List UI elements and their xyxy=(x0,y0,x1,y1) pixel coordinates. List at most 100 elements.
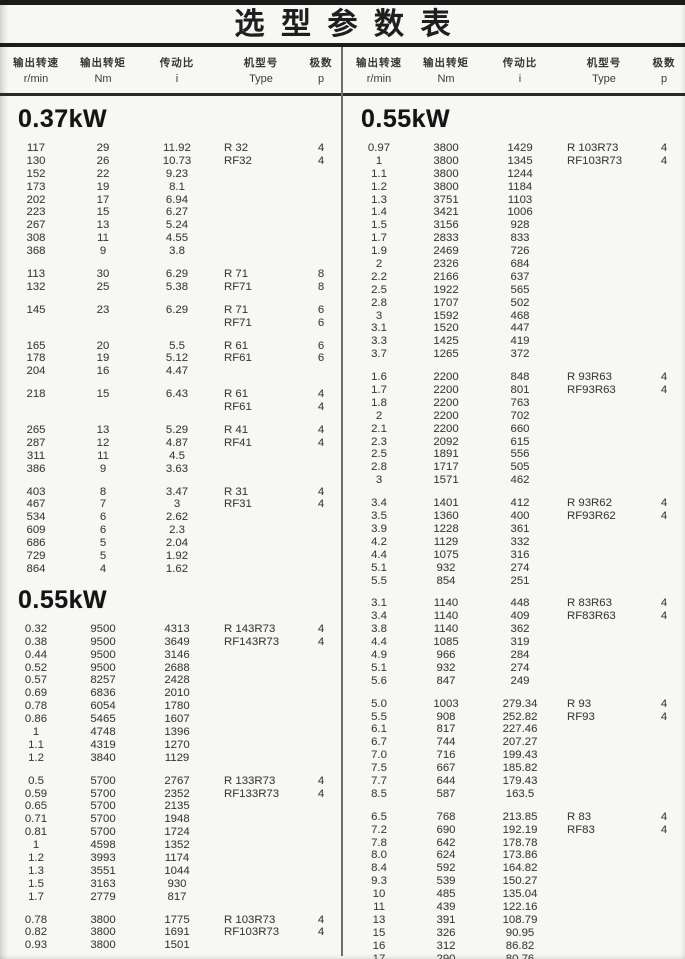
torque-cell: 667 xyxy=(436,762,456,775)
speed-cell: 1 xyxy=(32,725,40,738)
poles-cell xyxy=(649,206,679,219)
ratio-cell: 1.62 xyxy=(165,562,189,575)
speed-cell: 5.6 xyxy=(371,674,387,687)
table-row: 1.1 4319 1270 xyxy=(4,739,341,752)
table-row: 0.44 9500 3146 xyxy=(4,649,341,662)
speed-cell: 7.0 xyxy=(371,749,387,762)
speed-cell: 3.4 xyxy=(371,497,387,510)
torque-cell: 9500 xyxy=(90,622,116,635)
table-row: 2 2326 684 xyxy=(347,258,685,271)
column-unit: Type xyxy=(249,73,273,85)
table-row: 3 1592 468 xyxy=(347,310,685,323)
type-cell: RF61 xyxy=(224,352,252,365)
torque-cell: 1707 xyxy=(433,296,459,309)
speed-cell: 0.5 xyxy=(28,774,44,787)
torque-cell: 3800 xyxy=(433,167,459,180)
speed-cell: 5.1 xyxy=(371,661,387,674)
poles-cell: 4 xyxy=(317,787,325,800)
torque-cell: 2200 xyxy=(433,371,459,384)
type-cell xyxy=(216,511,306,524)
table-row: 1.9 2469 726 xyxy=(347,245,685,258)
type-cell xyxy=(216,674,306,687)
type-cell xyxy=(559,448,649,461)
table-row: 1.1 3800 1244 xyxy=(347,168,685,181)
type-cell xyxy=(559,436,649,449)
speed-cell: 5.5 xyxy=(371,574,387,587)
type-cell xyxy=(216,245,306,258)
ratio-cell: 251 xyxy=(510,574,530,587)
type-cell: RF93 xyxy=(567,710,595,723)
type-cell xyxy=(559,335,649,348)
poles-cell xyxy=(649,284,679,297)
speed-cell: 0.86 xyxy=(24,713,48,726)
torque-cell: 9 xyxy=(99,462,107,475)
table-row: 145 23 6.29 R 71 6 xyxy=(4,304,341,317)
ratio-cell: 801 xyxy=(510,384,530,397)
type-cell: R 93R63 xyxy=(567,371,612,384)
poles-cell xyxy=(649,849,679,862)
type-cell xyxy=(216,463,306,476)
poles-cell xyxy=(649,348,679,361)
poles-cell xyxy=(649,762,679,775)
type-cell xyxy=(216,232,306,245)
ratio-cell: 1775 xyxy=(164,913,190,926)
speed-cell: 8.5 xyxy=(371,787,387,800)
speed-cell: 1.2 xyxy=(28,751,44,764)
speed-cell: 0.82 xyxy=(24,926,48,939)
speed-cell: 8.4 xyxy=(371,862,387,875)
column-header-band: 输出转速 r/min 输出转矩 Nm 传动比 i 机型号 Type 极数 p xyxy=(0,47,341,96)
ratio-cell: 108.79 xyxy=(502,913,538,926)
type-cell xyxy=(559,423,649,436)
torque-cell: 3800 xyxy=(433,154,459,167)
table-row: 202 17 6.94 xyxy=(4,194,341,207)
top-border-rule xyxy=(0,0,685,5)
poles-cell xyxy=(649,837,679,850)
poles-cell xyxy=(649,749,679,762)
torque-cell: 6 xyxy=(99,511,107,524)
table-row: 5.6 847 249 xyxy=(347,675,685,688)
table-row: 3.8 1140 362 xyxy=(347,623,685,636)
type-cell: R 61 xyxy=(224,388,249,401)
type-cell xyxy=(559,310,649,323)
table-row: 0.86 5465 1607 xyxy=(4,713,341,726)
table-row: 9.3 539 150.27 xyxy=(347,875,685,888)
type-cell xyxy=(559,953,649,959)
table-row: 7.0 716 199.43 xyxy=(347,749,685,762)
table-row: 11 439 122.16 xyxy=(347,901,685,914)
type-cell: RF31 xyxy=(224,498,252,511)
speed-cell: 2.5 xyxy=(371,283,387,296)
torque-cell: 768 xyxy=(436,810,456,823)
speed-cell: 3 xyxy=(375,309,383,322)
speed-cell: 1.5 xyxy=(28,877,44,890)
type-cell xyxy=(559,636,649,649)
speed-cell: 6.1 xyxy=(371,723,387,736)
column-label: 输出转矩 xyxy=(423,57,469,69)
poles-cell xyxy=(306,232,336,245)
poles-cell xyxy=(649,675,679,688)
poles-cell xyxy=(649,549,679,562)
torque-cell: 1129 xyxy=(433,535,459,548)
ratio-cell: 362 xyxy=(510,623,530,636)
poles-cell xyxy=(649,623,679,636)
ratio-cell: 3.63 xyxy=(165,462,189,475)
torque-cell: 6 xyxy=(99,524,107,537)
ratio-cell: 409 xyxy=(510,610,530,623)
ratio-cell: 833 xyxy=(510,232,530,245)
speed-cell: 265 xyxy=(26,424,46,437)
table-row: 7.7 644 179.43 xyxy=(347,775,685,788)
type-cell: RF143R73 xyxy=(224,635,280,648)
torque-cell: 932 xyxy=(436,561,456,574)
poles-cell: 8 xyxy=(317,268,325,281)
ratio-cell: 1396 xyxy=(164,725,190,738)
table-row: 15 326 90.95 xyxy=(347,927,685,940)
row-group: 218 15 6.43 R 61 4 RF61 4 xyxy=(4,388,341,414)
torque-cell: 854 xyxy=(436,574,456,587)
torque-cell: 847 xyxy=(436,674,456,687)
speed-cell: 3 xyxy=(375,474,383,487)
type-cell xyxy=(559,297,649,310)
row-group: 0.5 5700 2767 R 133R73 4 0.59 5700 2352 RF133R73… xyxy=(4,775,341,904)
table-row: 3.4 1140 409 RF83R63 4 xyxy=(347,610,685,623)
type-cell xyxy=(559,536,649,549)
poles-cell xyxy=(649,662,679,675)
torque-cell: 3800 xyxy=(90,939,116,952)
